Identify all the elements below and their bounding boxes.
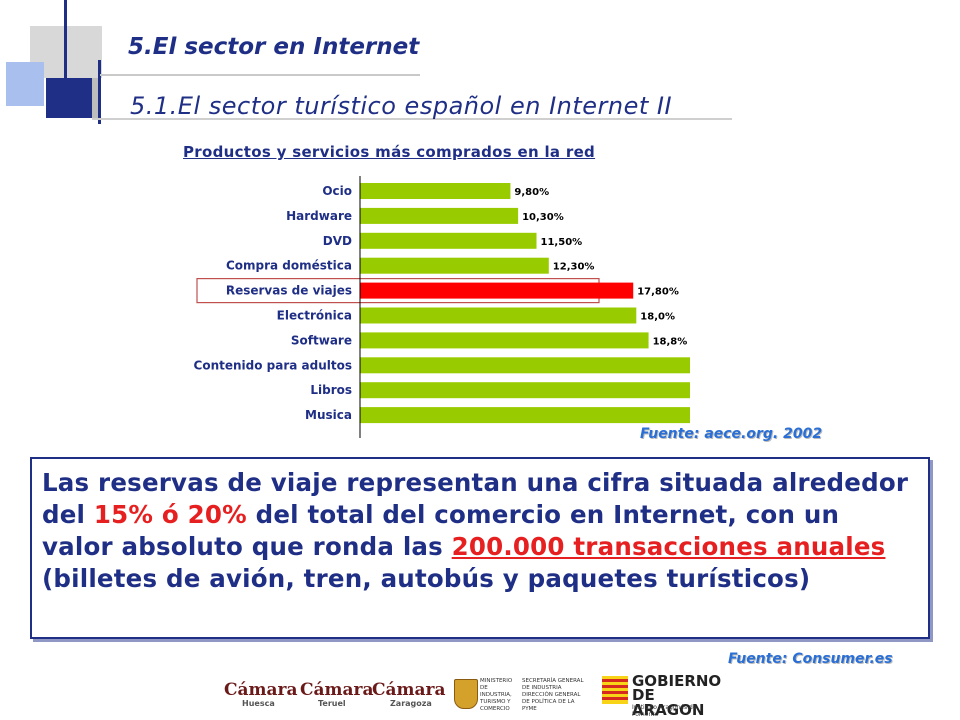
value-label: 12,30%: [553, 262, 595, 273]
category-label: Compra doméstica: [226, 259, 352, 273]
text-source: Fuente: Consumer.es: [728, 651, 893, 667]
summary-part-2: del total del comercio en Internet, con …: [42, 500, 840, 561]
summary-textbox: Las reservas de viaje representan una ci…: [30, 457, 930, 639]
chart-title: Productos y servicios más comprados en l…: [183, 143, 596, 161]
value-label: 9,80%: [514, 187, 549, 198]
bar-software: [360, 332, 649, 349]
page-title: 5.El sector en Internet: [128, 34, 420, 60]
category-label: Software: [291, 333, 352, 347]
bar-dvd: [360, 232, 537, 249]
category-label: Contenido para adultos: [194, 358, 352, 372]
header-vertical-line: [64, 0, 67, 118]
bar-libros: [360, 382, 690, 399]
logo-ministerio: MINISTERIO DE INDUSTRIA, TURISMO Y COMER…: [454, 676, 584, 712]
summary-part-3: (billetes de avión, tren, autobús y paqu…: [42, 564, 811, 593]
value-label: 11,50%: [541, 237, 583, 248]
summary-part-1: Las reservas de viaje representan una ci…: [42, 468, 909, 529]
summary-text: Las reservas de viaje representan una ci…: [42, 467, 912, 595]
bar-electrónica: [360, 307, 637, 324]
logo-camara-huesca: Cámara Huesca: [224, 680, 298, 710]
category-label: Musica: [305, 408, 352, 422]
logo-camara-teruel: Cámara Teruel: [300, 680, 374, 710]
category-label: Libros: [310, 383, 352, 397]
header-decoration-dark-blue: [46, 78, 92, 118]
value-label: 18,0%: [640, 312, 675, 323]
category-label: Ocio: [322, 184, 352, 198]
value-label: 10,30%: [522, 212, 564, 223]
camara-wordmark: Cámara: [372, 680, 446, 700]
bar-compra-doméstica: [360, 257, 549, 274]
bar-reservas-de-viajes: [360, 282, 634, 299]
category-label: DVD: [323, 234, 352, 248]
chart-source: Fuente: aece.org. 2002: [640, 426, 823, 442]
gobierno-text-1: GOBIERNO: [632, 672, 722, 690]
logo-camara-zaragoza: Cámara Zaragoza: [372, 680, 446, 710]
gobierno-text-2: DE ARAGON: [632, 686, 705, 719]
category-label: Electrónica: [277, 309, 352, 323]
value-label: 18,8%: [653, 336, 688, 347]
camara-wordmark: Cámara: [224, 680, 298, 700]
value-label: 17,80%: [637, 287, 679, 298]
page-subtitle: 5.1.El sector turístico español en Inter…: [130, 92, 673, 120]
header-vertical-line-2: [98, 60, 101, 124]
camara-city: Huesca: [242, 699, 275, 708]
gobierno-subtext: Instituto Aragonés de Fomento: [632, 704, 697, 718]
header-divider-line: [100, 74, 420, 76]
camara-city: Teruel: [318, 699, 346, 708]
subtitle-divider-line: [92, 118, 732, 120]
camara-wordmark: Cámara: [300, 680, 374, 700]
bar-hardware: [360, 207, 519, 224]
ministerio-text: MINISTERIO DE INDUSTRIA, TURISMO Y COMER…: [480, 678, 513, 712]
summary-highlight-percentage: 15% ó 20%: [93, 500, 247, 529]
coat-of-arms-icon: [454, 679, 478, 709]
header-decoration-light-blue: [6, 62, 44, 106]
bar-musica: [360, 407, 690, 424]
camara-city: Zaragoza: [390, 699, 432, 708]
bar-chart: Ocio 9,80% Hardware 10,30% DVD 11,50% Compra d…: [194, 176, 690, 438]
summary-highlight-transactions: 200.000 transacciones anuales: [451, 532, 886, 561]
aragon-flag-icon: [602, 676, 628, 704]
logo-gobierno-aragon: GOBIERNO DE ARAGON Instituto Aragonés de…: [602, 672, 722, 718]
category-label: Reservas de viajes: [226, 284, 352, 298]
category-label: Hardware: [286, 209, 352, 223]
bar-ocio: [360, 183, 511, 199]
secretaria-text: SECRETARÍA GENERAL DE INDUSTRIA DIRECCIÓ…: [522, 678, 584, 712]
bar-contenido-para-adultos: [360, 357, 690, 374]
